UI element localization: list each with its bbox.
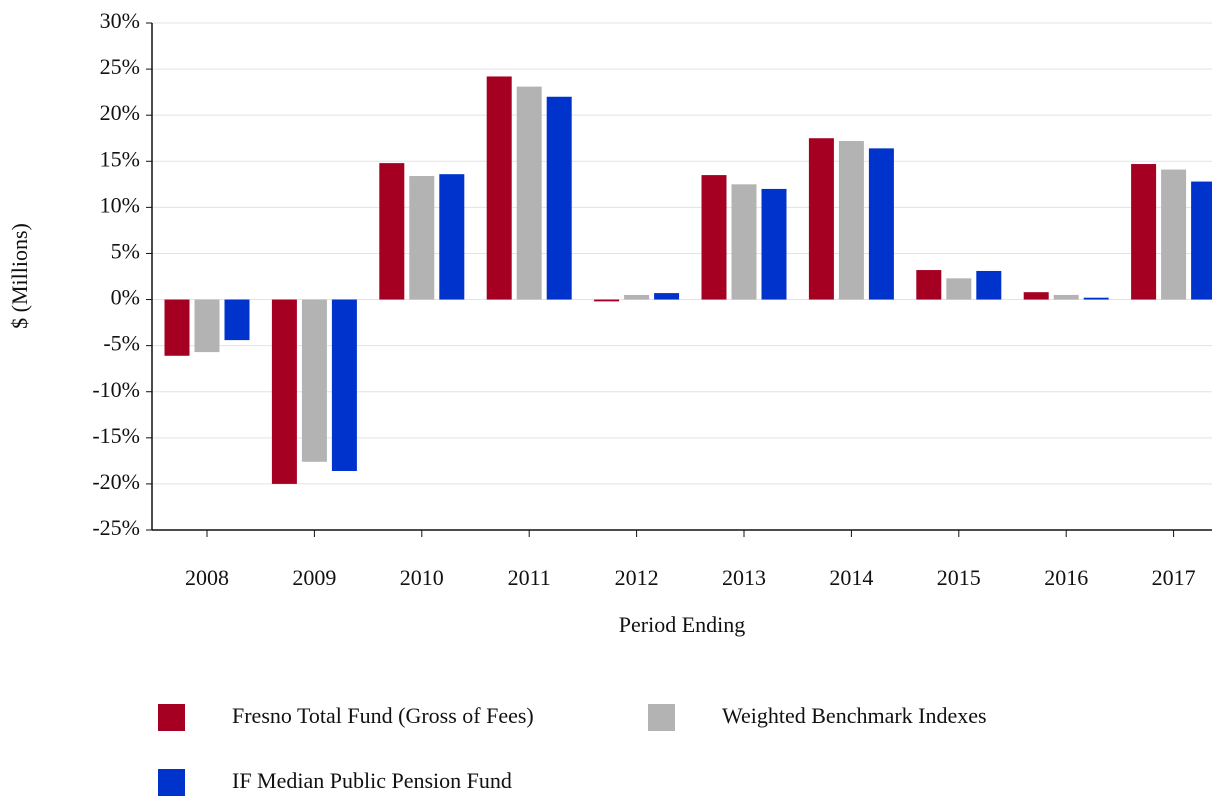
legend-swatch [648,704,675,731]
bar [409,176,435,300]
bar [1023,292,1049,300]
y-tick-label: -15% [92,423,140,448]
bar [868,148,894,300]
bar [808,138,834,300]
y-tick-label: -25% [92,515,140,540]
bar [1161,169,1187,300]
bar [946,278,972,300]
bar [194,299,220,353]
bar [654,293,680,300]
y-axis-label: $ (Millions) [7,223,32,329]
legend-label: Weighted Benchmark Indexes [722,703,987,728]
x-tick-label: 2012 [615,565,659,590]
x-tick-label: 2015 [937,565,981,590]
x-tick-label: 2014 [829,565,873,590]
bar [624,294,650,300]
x-tick-label: 2013 [722,565,766,590]
bar [976,270,1002,300]
bar [838,140,864,300]
x-tick-label: 2009 [292,565,336,590]
bar [731,184,757,300]
bar [271,299,297,484]
x-tick-label: 2008 [185,565,229,590]
bar [1083,297,1109,300]
legend-swatch [158,704,185,731]
bar [439,174,465,300]
legend-swatch [158,769,185,796]
y-tick-label: 20% [100,100,140,125]
y-tick-label: 10% [100,192,140,217]
bar [594,299,620,302]
y-tick-label: 15% [100,146,140,171]
x-tick-label: 2011 [508,565,551,590]
bar [164,299,190,356]
bar [761,188,787,300]
y-tick-label: 0% [111,285,140,310]
y-tick-label: 25% [100,54,140,79]
bar [224,299,250,341]
bar [331,299,357,472]
x-axis-label: Period Ending [619,612,746,637]
bar [1053,294,1079,300]
bar [516,86,542,300]
legend-label: Fresno Total Fund (Gross of Fees) [232,703,534,728]
y-tick-label: 5% [111,239,140,264]
x-tick-label: 2017 [1152,565,1196,590]
y-tick-label: -10% [92,377,140,402]
legend-label: IF Median Public Pension Fund [232,768,512,793]
bar [546,96,572,300]
bar [486,76,512,300]
x-tick-label: 2010 [400,565,444,590]
bar [1131,164,1157,300]
y-tick-label: -20% [92,469,140,494]
x-tick-label: 2016 [1044,565,1088,590]
bar [916,270,942,300]
bar [1191,181,1212,300]
y-tick-label: -5% [103,331,140,356]
bar [301,299,327,462]
y-tick-label: 30% [100,8,140,33]
bar [379,163,405,300]
bar [701,175,727,300]
